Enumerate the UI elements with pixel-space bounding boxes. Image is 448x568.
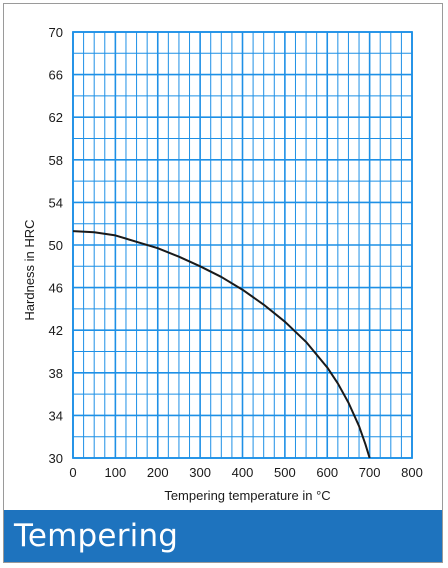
section-banner: Tempering — [4, 510, 442, 562]
x-tick-label: 800 — [401, 465, 423, 480]
x-axis-title: Tempering temperature in °C — [164, 488, 330, 503]
y-tick-label: 54 — [49, 195, 63, 210]
y-tick-label: 70 — [49, 25, 63, 40]
banner-title: Tempering — [14, 518, 179, 554]
x-tick-label: 600 — [316, 465, 338, 480]
y-tick-label: 42 — [49, 323, 63, 338]
major-gridlines — [72, 31, 413, 459]
hardness-chart: 0 100 200 300 400 500 600 700 800 30 34 38 42 46 50 54… — [22, 25, 423, 503]
x-tick-labels: 0 100 200 300 400 500 600 700 800 — [69, 465, 422, 480]
y-tick-label: 50 — [49, 238, 63, 253]
x-tick-label: 200 — [147, 465, 169, 480]
hardness-curve — [72, 230, 371, 459]
x-tick-label: 700 — [359, 465, 381, 480]
y-tick-label: 38 — [49, 366, 63, 381]
x-tick-label: 400 — [232, 465, 254, 480]
y-tick-label: 34 — [49, 408, 63, 423]
y-tick-label: 30 — [49, 451, 63, 466]
y-axis-title: Hardness in HRC — [22, 219, 37, 320]
x-tick-label: 300 — [189, 465, 211, 480]
y-tick-labels: 30 34 38 42 46 50 54 58 62 66 70 — [49, 25, 63, 466]
y-tick-label: 66 — [49, 68, 63, 83]
y-tick-label: 62 — [49, 110, 63, 125]
y-tick-label: 58 — [49, 153, 63, 168]
x-tick-label: 100 — [105, 465, 127, 480]
plot-border — [72, 31, 413, 459]
x-tick-label: 500 — [274, 465, 296, 480]
x-tick-label: 0 — [69, 465, 76, 480]
y-tick-label: 46 — [49, 281, 63, 296]
